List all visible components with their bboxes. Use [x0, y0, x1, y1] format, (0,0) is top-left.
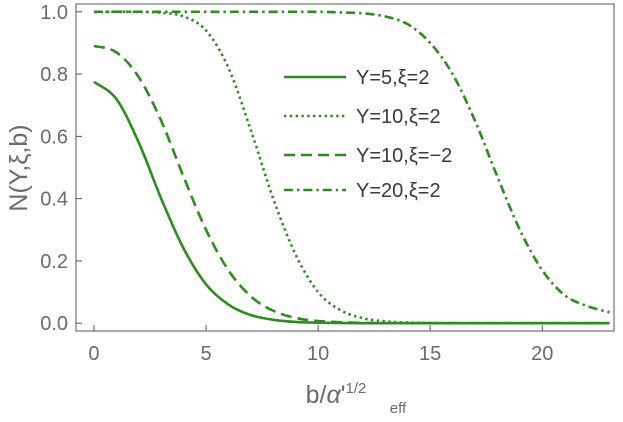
- plot-frame: [75, 3, 615, 332]
- x-axis-label-subscript: eff: [390, 400, 407, 417]
- x-axis-label-superscript: 1/2: [346, 380, 367, 397]
- series-line-1: [93, 80, 610, 325]
- series-layer: [93, 10, 610, 325]
- x-axis-label-main: b/: [306, 381, 327, 409]
- y-tick-label: 0.8: [40, 64, 68, 86]
- legend: Y=5,ξ=2 Y=10,ξ=2 Y=10,ξ=−2 Y=20,ξ=2: [284, 67, 452, 202]
- x-axis-ticks: 0 5 10 15 20: [88, 325, 553, 365]
- series-line-3: [93, 44, 610, 325]
- series-line-2: [93, 10, 610, 325]
- x-axis-label: b/α'1/2 eff: [306, 380, 407, 417]
- x-tick-label: 5: [200, 343, 211, 365]
- legend-label-series-4: Y=20,ξ=2: [356, 180, 441, 202]
- y-tick-label: 0.0: [40, 313, 68, 335]
- y-tick-label: 0.4: [40, 189, 68, 211]
- x-axis-label-alpha: α: [326, 381, 341, 409]
- y-axis-ticks: 0.0 0.2 0.4 0.6 0.8 1.0: [40, 2, 82, 335]
- y-tick-label: 1.0: [40, 2, 68, 24]
- series-line-4: [93, 10, 610, 314]
- y-tick-label: 0.6: [40, 126, 68, 148]
- x-tick-label: 10: [307, 343, 329, 365]
- legend-label-series-1: Y=5,ξ=2: [356, 67, 429, 89]
- x-tick-label: 0: [88, 343, 99, 365]
- y-tick-label: 0.2: [40, 251, 68, 273]
- legend-label-series-2: Y=10,ξ=2: [356, 106, 441, 128]
- x-tick-label: 20: [531, 343, 553, 365]
- y-axis-label: N(Y,ξ,b): [5, 124, 33, 211]
- legend-label-series-3: Y=10,ξ=−2: [356, 145, 452, 167]
- x-tick-label: 15: [419, 343, 441, 365]
- x-axis-label-prime: ': [341, 381, 346, 409]
